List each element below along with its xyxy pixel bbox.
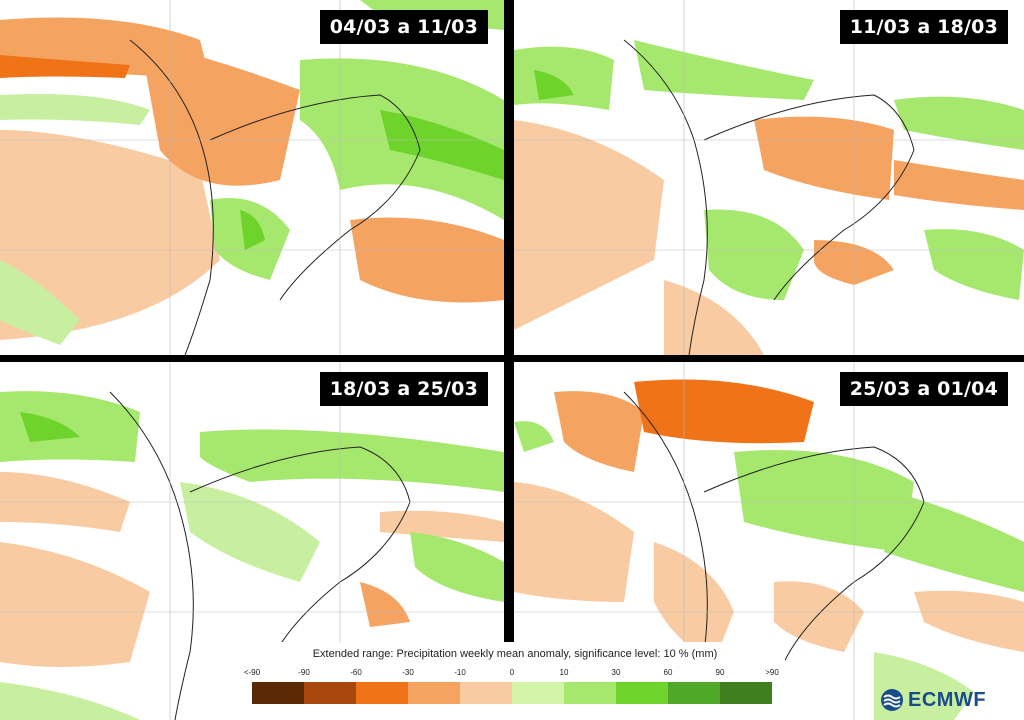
- map-panel-2: 11/03 a 18/03: [514, 0, 1024, 355]
- legend-swatch: [356, 682, 408, 704]
- map-panel-3: 18/03 a 25/03: [0, 362, 504, 720]
- legend-tick-label: -30: [402, 668, 414, 677]
- legend-tick-label: 30: [611, 668, 621, 677]
- legend-swatch: [460, 682, 512, 704]
- legend-tick-label: -60: [350, 668, 362, 677]
- legend-tick-label: <-90: [243, 668, 261, 677]
- legend-tick-label: 10: [559, 668, 569, 677]
- color-legend: Extended range: Precipitation weekly mea…: [243, 642, 785, 720]
- ecmwf-logo: ECMWF: [880, 686, 1020, 714]
- legend-swatch: [252, 682, 304, 704]
- date-range-label-2: 11/03 a 18/03: [839, 10, 1008, 44]
- logo-text: ECMWF: [908, 688, 987, 711]
- anomaly-map-1: [0, 0, 504, 355]
- legend-tick-label: -90: [298, 668, 310, 677]
- legend-swatch: [668, 682, 720, 704]
- date-range-label-1: 04/03 a 11/03: [319, 10, 488, 44]
- legend-tick-label: >90: [765, 668, 779, 677]
- legend-tick-label: 0: [509, 668, 515, 677]
- legend-title: Extended range: Precipitation weekly mea…: [312, 648, 718, 660]
- legend-swatch: [616, 682, 668, 704]
- legend-swatch: [408, 682, 460, 704]
- legend-tick-label: 90: [715, 668, 725, 677]
- ecmwf-logo-icon: [881, 689, 903, 711]
- legend-tick-label: 60: [663, 668, 673, 677]
- legend-swatch: [304, 682, 356, 704]
- date-range-label-3: 18/03 a 25/03: [319, 372, 488, 406]
- legend-swatch: [512, 682, 564, 704]
- legend-swatch: [720, 682, 772, 704]
- date-range-label-4: 25/03 a 01/04: [839, 372, 1008, 406]
- legend-tick-label: -10: [454, 668, 466, 677]
- anomaly-map-2: [514, 0, 1024, 355]
- legend-swatch: [564, 682, 616, 704]
- map-panel-1: 04/03 a 11/03: [0, 0, 504, 355]
